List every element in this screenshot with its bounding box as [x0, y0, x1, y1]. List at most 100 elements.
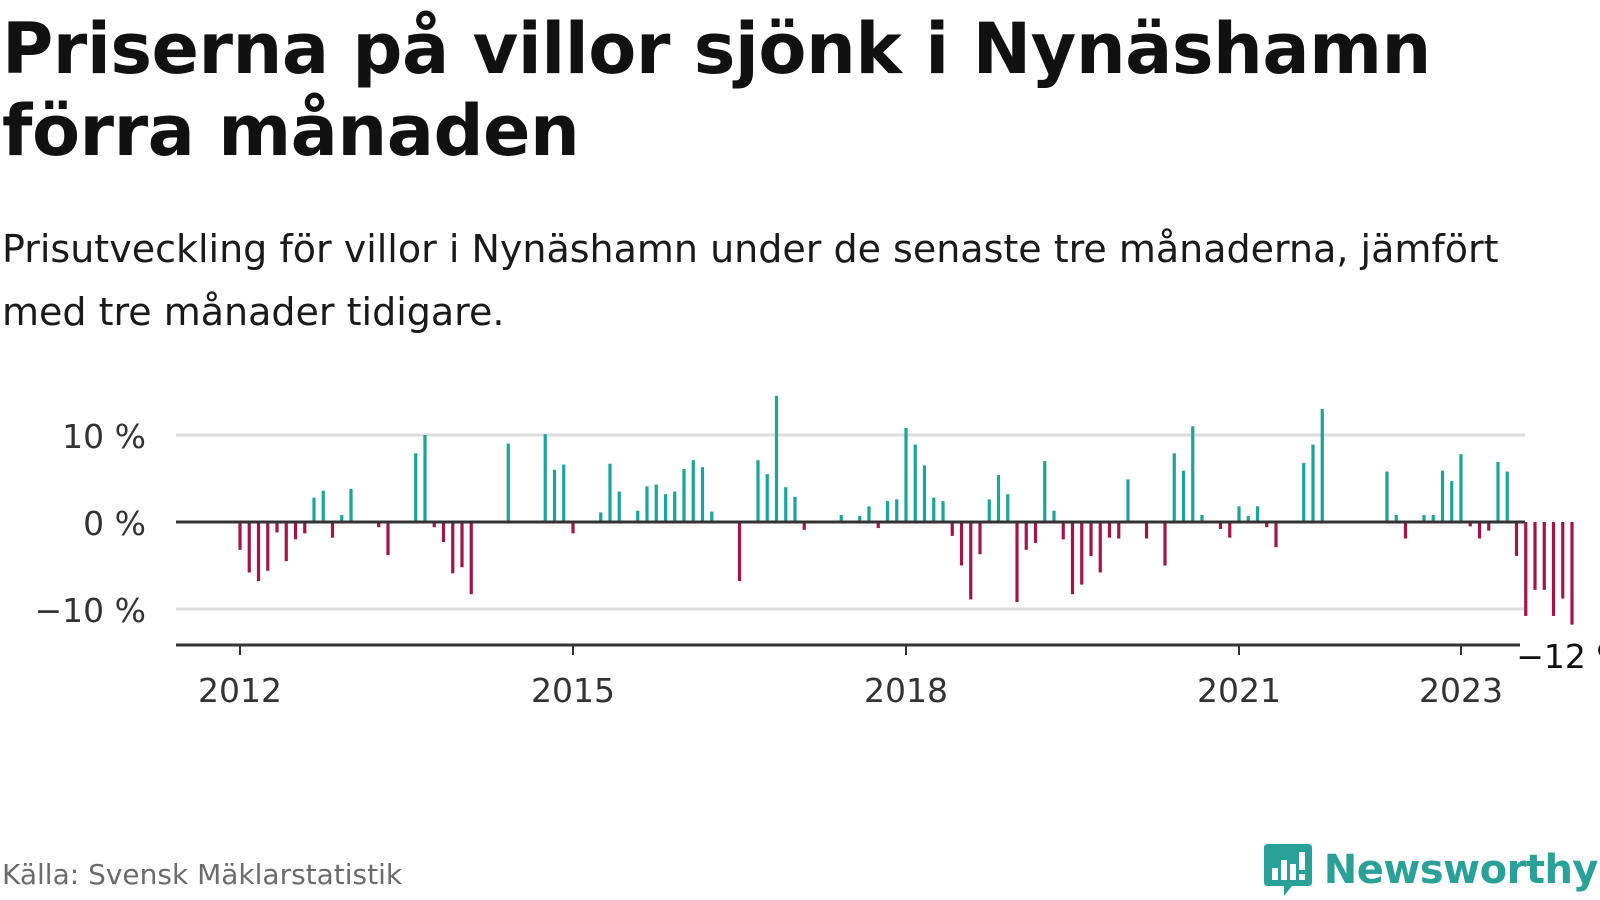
bar	[663, 494, 668, 522]
bar	[1098, 522, 1102, 573]
bar	[1394, 515, 1398, 522]
bar	[506, 443, 510, 522]
x-tick-label: 2023	[1419, 671, 1503, 710]
bar	[1015, 522, 1019, 603]
bar	[654, 484, 658, 522]
bar	[885, 501, 890, 522]
bar	[700, 467, 705, 522]
x-tick-label: 2018	[864, 671, 948, 710]
bar	[1172, 453, 1176, 522]
bar	[1311, 444, 1315, 522]
bar	[303, 522, 307, 534]
bar-chart: 10 % 0 % −10 % 2012 2015 2018 2021 2023 −12 %	[35, 395, 1600, 710]
bar	[1496, 461, 1500, 522]
bar	[645, 486, 649, 522]
bar	[756, 460, 760, 522]
bar	[1431, 515, 1435, 522]
bar	[238, 522, 242, 550]
bar	[1505, 471, 1509, 522]
bar	[414, 453, 418, 522]
bar	[737, 522, 742, 582]
bar	[1006, 494, 1010, 522]
bar	[432, 522, 436, 528]
bar	[867, 506, 871, 522]
bar	[1117, 522, 1121, 539]
bar	[1265, 522, 1269, 528]
bar	[284, 522, 288, 562]
bar	[1061, 522, 1065, 540]
bar	[950, 522, 954, 536]
bar	[978, 522, 982, 555]
bar	[1191, 426, 1195, 522]
bar	[839, 515, 843, 522]
bar	[1450, 481, 1454, 522]
bar	[691, 460, 695, 522]
bar	[1542, 522, 1546, 590]
bar	[673, 491, 677, 522]
bar	[1440, 470, 1445, 522]
bar	[1024, 522, 1028, 550]
bar	[1487, 522, 1491, 531]
bars	[238, 395, 1574, 625]
bar	[784, 487, 788, 522]
chart-subtitle: Prisutveckling för villor i Nynäshamn un…	[2, 227, 1499, 334]
bar	[321, 490, 325, 522]
bar	[1200, 515, 1204, 522]
newsworthy-logo-icon	[1263, 844, 1312, 896]
bar	[1237, 506, 1241, 522]
bar	[1468, 522, 1472, 527]
x-tick-label: 2021	[1197, 671, 1281, 710]
bar	[765, 474, 769, 522]
bar	[469, 522, 473, 595]
bar	[608, 463, 612, 522]
x-tick-label: 2012	[198, 671, 282, 710]
bar	[1126, 479, 1130, 522]
bar	[552, 469, 557, 522]
bar	[1255, 506, 1260, 522]
bar	[1089, 522, 1093, 556]
bar	[266, 522, 270, 571]
bar	[1320, 408, 1324, 522]
bar	[1107, 522, 1112, 538]
y-tick-labels: 10 % 0 % −10 %	[35, 417, 147, 630]
bar	[423, 435, 427, 522]
bar	[247, 522, 251, 573]
brand-name: Newsworthy	[1323, 847, 1599, 893]
bar	[904, 428, 908, 522]
bar	[858, 515, 862, 522]
bar	[377, 522, 381, 528]
bar	[330, 522, 335, 538]
bar	[571, 522, 575, 534]
bar	[636, 510, 640, 522]
bar	[1246, 515, 1250, 522]
bar	[1551, 522, 1556, 616]
bar	[1514, 522, 1519, 556]
bar	[922, 465, 927, 522]
bar	[774, 395, 779, 522]
bar	[543, 434, 547, 522]
x-tick-label: 2015	[531, 671, 615, 710]
bar	[1477, 522, 1482, 539]
grid-lines	[176, 433, 1525, 611]
bar	[1524, 522, 1528, 616]
y-tick-label: 0 %	[83, 504, 146, 543]
last-value-label-group: −12 %	[1516, 637, 1600, 676]
bar	[1302, 462, 1306, 522]
x-axis: 2012 2015 2018 2021 2023	[176, 643, 1525, 710]
bar	[1080, 522, 1084, 585]
bar	[275, 522, 279, 533]
bar	[562, 464, 566, 522]
bar	[1422, 515, 1426, 522]
bar	[441, 522, 446, 543]
brand-logo[interactable]: Newsworthy	[1262, 842, 1599, 898]
bar	[312, 497, 316, 522]
bar	[876, 522, 880, 529]
bar	[1144, 522, 1149, 539]
bar	[969, 522, 973, 600]
bar	[895, 499, 899, 522]
bar	[802, 522, 806, 530]
bar	[941, 501, 945, 522]
bar	[340, 515, 344, 522]
bar	[682, 468, 686, 522]
source-note: Källa: Svensk Mäklarstatistik	[2, 858, 403, 891]
